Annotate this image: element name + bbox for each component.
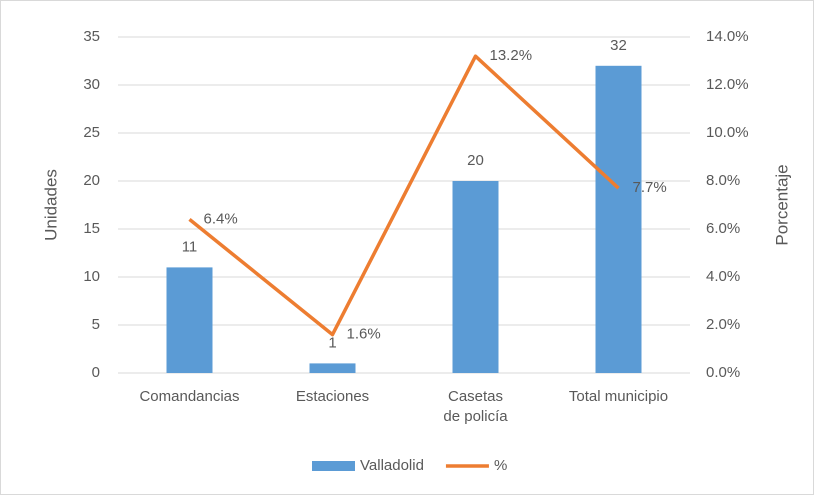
y-tick-label: 20	[83, 172, 100, 189]
y-tick-label: 35	[83, 28, 100, 45]
line-value-label: 1.6%	[347, 326, 381, 343]
y-tick-label: 25	[83, 124, 100, 141]
x-tick-label: Casetas de policía	[443, 388, 508, 425]
x-tick-label: Estaciones	[295, 388, 370, 405]
y-axis-label: Unidades	[41, 169, 60, 241]
y2-tick-label: 2.0%	[706, 316, 740, 333]
x-tick-label: Comandancias	[139, 388, 240, 405]
y2-tick-label: 8.0%	[706, 172, 740, 189]
y-tick-label: 10	[83, 268, 100, 285]
legend-label: %	[494, 457, 507, 474]
y2-tick-label: 10.0%	[706, 124, 749, 141]
bar-value-label: 1	[328, 334, 336, 351]
y2-axis-label: Porcentaje	[772, 164, 791, 245]
y-tick-label: 30	[83, 76, 100, 93]
y2-tick-label: 0.0%	[706, 364, 740, 381]
line-value-label: 13.2%	[490, 47, 533, 64]
y2-tick-label: 14.0%	[706, 28, 749, 45]
legend-label: Valladolid	[360, 457, 424, 474]
bar-value-label: 20	[467, 152, 484, 169]
bar-value-label: 32	[610, 37, 627, 54]
line-value-label: 6.4%	[204, 210, 238, 227]
y-tick-label: 5	[92, 316, 100, 333]
line	[188, 54, 620, 337]
bar	[309, 363, 356, 373]
y-tick-label: 0	[92, 364, 100, 381]
y2-tick-label: 12.0%	[706, 76, 749, 93]
y2-tick-label: 4.0%	[706, 268, 740, 285]
line-value-label: 7.7%	[633, 179, 667, 196]
bar	[452, 181, 499, 373]
legend-swatch	[312, 461, 355, 471]
y2-tick-label: 6.0%	[706, 220, 740, 237]
bar	[595, 65, 642, 374]
bar-value-label: 11	[182, 238, 198, 255]
x-tick-label: Total municipio	[568, 388, 669, 405]
bar	[166, 267, 213, 373]
y-tick-label: 15	[83, 220, 100, 237]
